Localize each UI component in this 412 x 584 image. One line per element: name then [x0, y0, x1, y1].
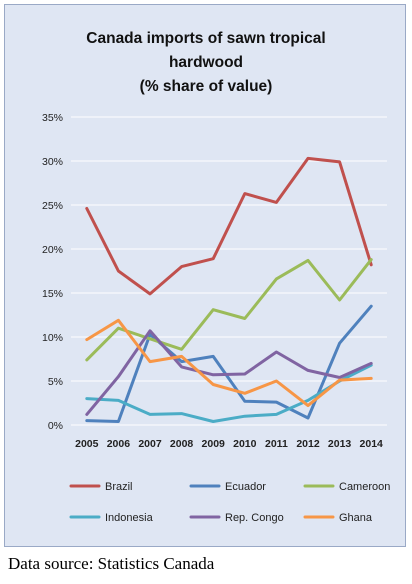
legend-label-indonesia: Indonesia: [105, 512, 154, 524]
y-tick-label: 35%: [42, 112, 63, 124]
x-tick-label: 2011: [265, 438, 288, 450]
x-tick-label: 2014: [360, 438, 384, 450]
x-tick-label: 2009: [202, 438, 226, 450]
x-tick-label: 2007: [138, 438, 162, 450]
series-line-ecuador: [85, 304, 373, 423]
y-tick-label: 5%: [48, 376, 63, 388]
series-line-rep-congo: [85, 329, 373, 416]
legend-label-cameroon: Cameroon: [339, 481, 390, 493]
y-axis-ticks: 0% 5% 10% 15% 20% 25% 30% 35%: [42, 112, 63, 432]
legend-label-ghana: Ghana: [339, 512, 373, 524]
series-line-indonesia: [85, 363, 373, 423]
chart-title-line-1: Canada imports of sawn tropical: [86, 30, 325, 47]
y-tick-label: 20%: [42, 244, 63, 256]
x-tick-label: 2010: [233, 438, 257, 450]
y-tick-label: 0%: [48, 420, 63, 432]
x-axis-ticks: 2005 2006 2007 2008 2009 2010 2011 2012 2013 2014: [75, 438, 383, 450]
chart-title-line-2: hardwood: [169, 54, 243, 71]
legend-label-ecuador: Ecuador: [225, 481, 266, 493]
gridlines: [71, 116, 387, 426]
chart-title: Canada imports of sawn tropical hardwood…: [86, 30, 325, 95]
series-lines: [85, 156, 373, 423]
y-tick-label: 30%: [42, 156, 63, 168]
series-line-ghana: [85, 318, 373, 408]
line-chart: Canada imports of sawn tropical hardwood…: [42, 30, 390, 524]
x-tick-label: 2012: [296, 438, 320, 450]
series-line-brazil: [85, 156, 373, 296]
legend: Brazil Ecuador Cameroon Indonesia Rep. Congo…: [69, 481, 390, 524]
y-tick-label: 15%: [42, 288, 63, 300]
chart-frame: Canada imports of sawn tropical hardwood…: [4, 4, 406, 547]
y-tick-label: 10%: [42, 332, 63, 344]
chart-title-line-3: (% share of value): [140, 78, 273, 95]
x-tick-label: 2005: [75, 438, 99, 450]
legend-label-rep-congo: Rep. Congo: [225, 512, 284, 524]
data-source-note: Data source: Statistics Canada: [8, 554, 215, 573]
x-tick-label: 2008: [170, 438, 194, 450]
x-tick-label: 2013: [328, 438, 352, 450]
series-line-cameroon: [85, 258, 373, 362]
x-tick-label: 2006: [107, 438, 131, 450]
legend-label-brazil: Brazil: [105, 481, 133, 493]
y-tick-label: 25%: [42, 200, 63, 212]
